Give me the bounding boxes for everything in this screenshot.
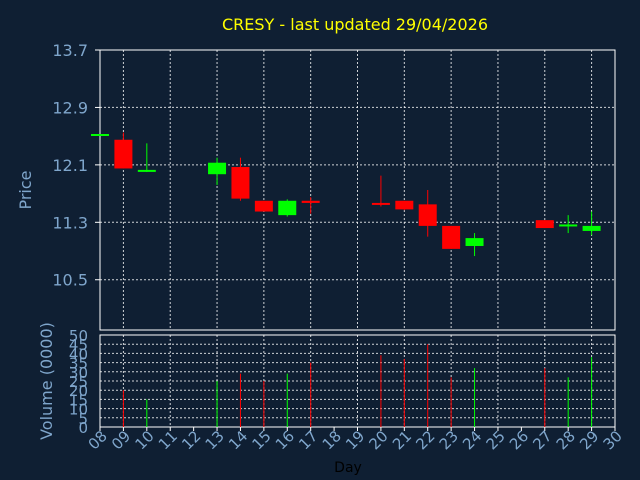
- volume-tick-label: 45: [69, 336, 88, 354]
- volume-bars-layer: [122, 344, 593, 427]
- candle-body: [559, 224, 578, 227]
- volume-tick-label: 15: [69, 391, 88, 409]
- x-tick-label: 30: [600, 427, 626, 453]
- x-tick-label: 14: [225, 427, 251, 453]
- candle-body: [137, 169, 156, 172]
- x-tick-label: 24: [459, 427, 485, 453]
- x-tick-label: 21: [389, 427, 415, 453]
- x-tick-label: 10: [131, 427, 157, 453]
- volume-tick-label: 5: [78, 410, 88, 428]
- candle-body: [254, 200, 273, 212]
- price-tick-label: 12.9: [52, 98, 88, 117]
- x-tick-label: 11: [155, 427, 181, 453]
- x-tick-label: 15: [248, 427, 274, 453]
- price-tick-label: 13.7: [52, 41, 88, 60]
- candle-body: [395, 200, 414, 210]
- x-tick-label: 08: [85, 427, 111, 453]
- price-tick-label: 11.3: [52, 213, 88, 232]
- x-tick-label: 09: [108, 427, 134, 453]
- x-tick-label: 27: [529, 427, 555, 453]
- candle-body: [371, 202, 390, 205]
- volume-tick-label: 25: [69, 373, 88, 391]
- volume-tick-label: 10: [69, 401, 88, 419]
- volume-tick-label: 20: [69, 382, 88, 400]
- candle-body: [535, 220, 554, 229]
- chart-title: CRESY - last updated 29/04/2026: [222, 15, 488, 34]
- volume-tick-label: 30: [69, 364, 88, 382]
- axes-layer: 13.712.912.111.310.505101520253035404550…: [52, 41, 625, 453]
- x-tick-label: 12: [178, 427, 204, 453]
- candle-body: [91, 134, 109, 136]
- price-tick-label: 12.1: [52, 156, 88, 175]
- x-tick-label: 16: [272, 427, 298, 453]
- x-tick-label: 20: [366, 427, 392, 453]
- candle-body: [114, 139, 133, 169]
- candle-body: [418, 204, 437, 226]
- volume-tick-label: 50: [69, 327, 88, 345]
- candle-body: [465, 238, 484, 246]
- candles-layer: [91, 132, 601, 257]
- x-tick-label: 13: [202, 427, 228, 453]
- x-tick-label: 22: [412, 427, 438, 453]
- candle-body: [442, 225, 461, 249]
- x-tick-label: 29: [576, 427, 602, 453]
- grid-lines: [100, 49, 615, 427]
- x-tick-label: 28: [553, 427, 579, 453]
- price-tick-label: 10.5: [52, 271, 88, 290]
- x-tick-label: 19: [342, 427, 368, 453]
- candle-body: [301, 200, 320, 203]
- candle-body: [208, 162, 227, 175]
- candle-body: [582, 225, 601, 231]
- candle-body: [231, 167, 250, 199]
- x-tick-label: 25: [483, 427, 509, 453]
- volume-axis-label: Volume (0000): [37, 322, 56, 440]
- x-axis-label: Day: [334, 460, 362, 476]
- x-tick-label: 17: [295, 427, 321, 453]
- x-tick-label: 23: [436, 427, 462, 453]
- volume-tick-label: 0: [78, 419, 88, 437]
- candle-body: [278, 200, 297, 216]
- x-tick-label: 18: [319, 427, 345, 453]
- price-axis-label: Price: [16, 170, 35, 209]
- x-tick-label: 26: [506, 427, 532, 453]
- volume-tick-label: 35: [69, 355, 88, 373]
- volume-tick-label: 40: [69, 345, 88, 363]
